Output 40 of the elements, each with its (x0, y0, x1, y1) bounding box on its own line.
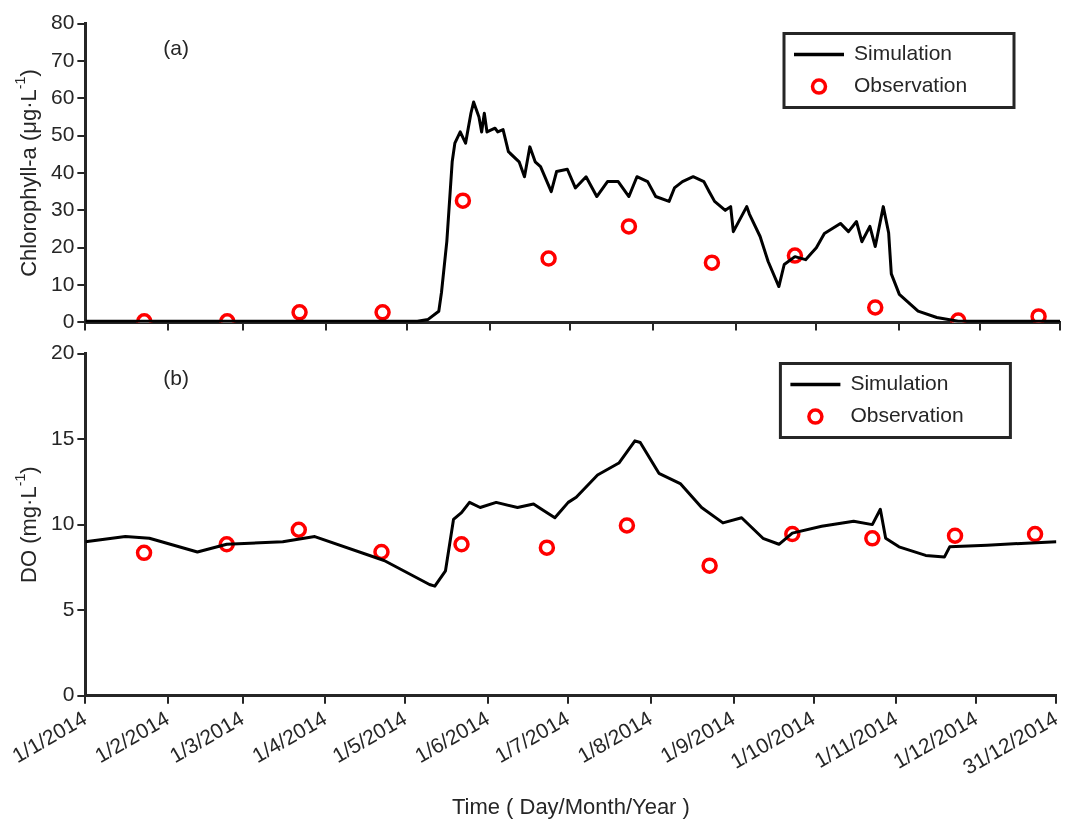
legend-label: Observation (850, 403, 964, 427)
point (867, 299, 884, 316)
point (1026, 525, 1044, 543)
point (946, 527, 964, 544)
point (864, 530, 881, 547)
y-tick-label: 10 (51, 511, 75, 535)
point (540, 250, 557, 267)
point (135, 544, 153, 562)
x-axis-title: Time ( Day/Month/Year ) (451, 794, 690, 820)
y-tick-label: 20 (51, 340, 75, 364)
y-tick-label: 5 (62, 596, 75, 620)
y-tick-label: 0 (62, 682, 75, 706)
y-tick-label: 80 (51, 10, 75, 34)
point (290, 521, 308, 538)
point (703, 254, 721, 271)
legend-label: Simulation (850, 371, 949, 395)
point (701, 557, 718, 574)
legend-label: Observation (854, 73, 968, 97)
y-tick-label: 15 (51, 425, 75, 449)
y-tick-label: 10 (51, 271, 75, 295)
point (374, 304, 391, 321)
point (373, 543, 390, 561)
y-tick-label: 50 (51, 122, 75, 146)
point (291, 304, 308, 321)
point (454, 192, 472, 209)
legend-label: Simulation (854, 41, 953, 65)
point (618, 517, 636, 534)
point (620, 218, 638, 235)
annotation: (a) (163, 36, 190, 60)
y-tick-label: 0 (62, 309, 75, 333)
y-tick-label: 40 (51, 159, 75, 183)
point (538, 539, 556, 556)
y-tick-label: 70 (51, 47, 75, 71)
y-axis-title: Chlorophyll-a (μg·L-1) (12, 69, 42, 277)
y-axis-title: DO (mg·L-1) (12, 466, 42, 583)
y-tick-label: 20 (51, 234, 75, 258)
y-tick-label: 30 (51, 197, 75, 221)
point (453, 536, 470, 553)
annotation: (b) (163, 366, 190, 390)
y-tick-label: 60 (51, 85, 75, 109)
